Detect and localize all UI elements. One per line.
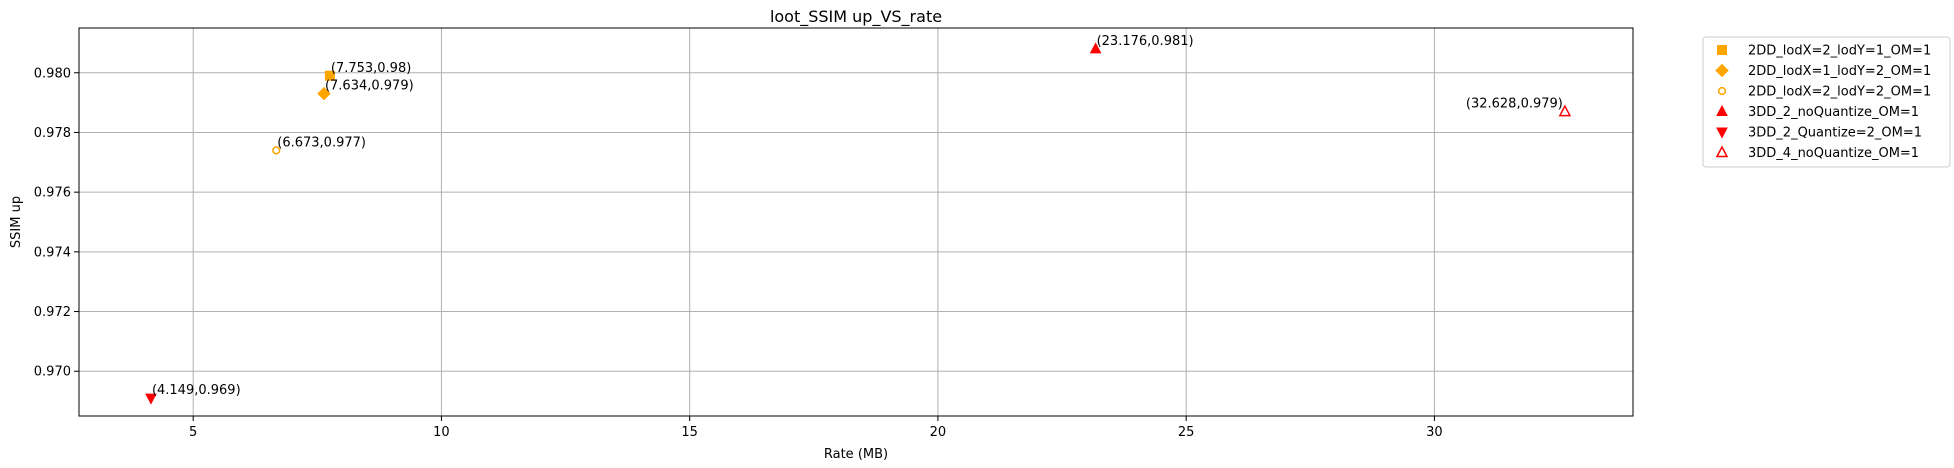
x-tick-label: 25 xyxy=(1178,425,1195,440)
point-label: (4.149,0.969) xyxy=(152,383,241,398)
legend: 2DD_lodX=2_lodY=1_OM=1 2DD_lodX=1_lodY=2_… xyxy=(1702,36,1951,168)
y-axis-label: SSIM up xyxy=(9,196,24,248)
legend-marker xyxy=(1715,63,1729,78)
data-points xyxy=(145,42,1572,405)
legend-entry-label: 2DD_lodX=1_lodY=2_OM=1 xyxy=(1748,64,1931,79)
y-tick-label: 0.970 xyxy=(34,365,71,380)
data-point xyxy=(272,146,281,155)
grid-lines xyxy=(79,28,1633,416)
y-tick-label: 0.980 xyxy=(34,66,71,81)
data-point xyxy=(1089,42,1102,54)
legend-entry-label: 3DD_4_noQuantize_OM=1 xyxy=(1748,146,1919,161)
x-tick-label: 30 xyxy=(1426,425,1443,440)
chart-title: loot_SSIM up_VS_rate xyxy=(770,7,942,27)
point-label: (7.753,0.98) xyxy=(331,61,411,76)
data-point xyxy=(317,86,331,101)
x-axis-label: Rate (MB) xyxy=(824,447,888,462)
y-axis-ticks: 0.970 0.972 0.974 0.976 0.978 0.980 xyxy=(34,66,79,380)
data-point xyxy=(1558,104,1572,117)
legend-marker xyxy=(1718,87,1726,95)
plot-area-frame xyxy=(78,27,1634,417)
y-tick-label: 0.974 xyxy=(34,245,71,260)
point-label: (7.634,0.979) xyxy=(325,79,414,94)
x-tick-label: 20 xyxy=(930,425,947,440)
point-label: (23.176,0.981) xyxy=(1097,34,1194,49)
data-point xyxy=(145,393,157,405)
legend-marker xyxy=(1715,145,1729,158)
legend-entry-label: 3DD_2_noQuantize_OM=1 xyxy=(1748,105,1919,120)
legend-entry-label: 2DD_lodX=2_lodY=1_OM=1 xyxy=(1748,44,1931,59)
legend-marker xyxy=(1716,127,1728,139)
x-axis-ticks: 5 10 15 20 25 30 xyxy=(189,416,1443,440)
legend-entry-label: 2DD_lodX=2_lodY=2_OM=1 xyxy=(1748,85,1931,100)
point-label: (6.673,0.977) xyxy=(277,135,366,150)
x-tick-label: 15 xyxy=(681,425,698,440)
legend-marker xyxy=(1717,45,1727,55)
y-tick-label: 0.976 xyxy=(34,186,71,201)
point-label: (32.628,0.979) xyxy=(1466,97,1563,112)
y-tick-label: 0.978 xyxy=(34,126,71,141)
legend-frame xyxy=(1702,36,1951,168)
data-point xyxy=(324,70,335,81)
point-annotations: (7.753,0.98) (7.634,0.979) (6.673,0.977) (2… xyxy=(152,34,1563,398)
y-tick-label: 0.972 xyxy=(34,305,71,320)
legend-entry-label: 3DD_2_Quantize=2_OM=1 xyxy=(1748,126,1922,141)
legend-marker xyxy=(1716,104,1728,116)
x-tick-label: 5 xyxy=(189,425,197,440)
x-tick-label: 10 xyxy=(433,425,450,440)
